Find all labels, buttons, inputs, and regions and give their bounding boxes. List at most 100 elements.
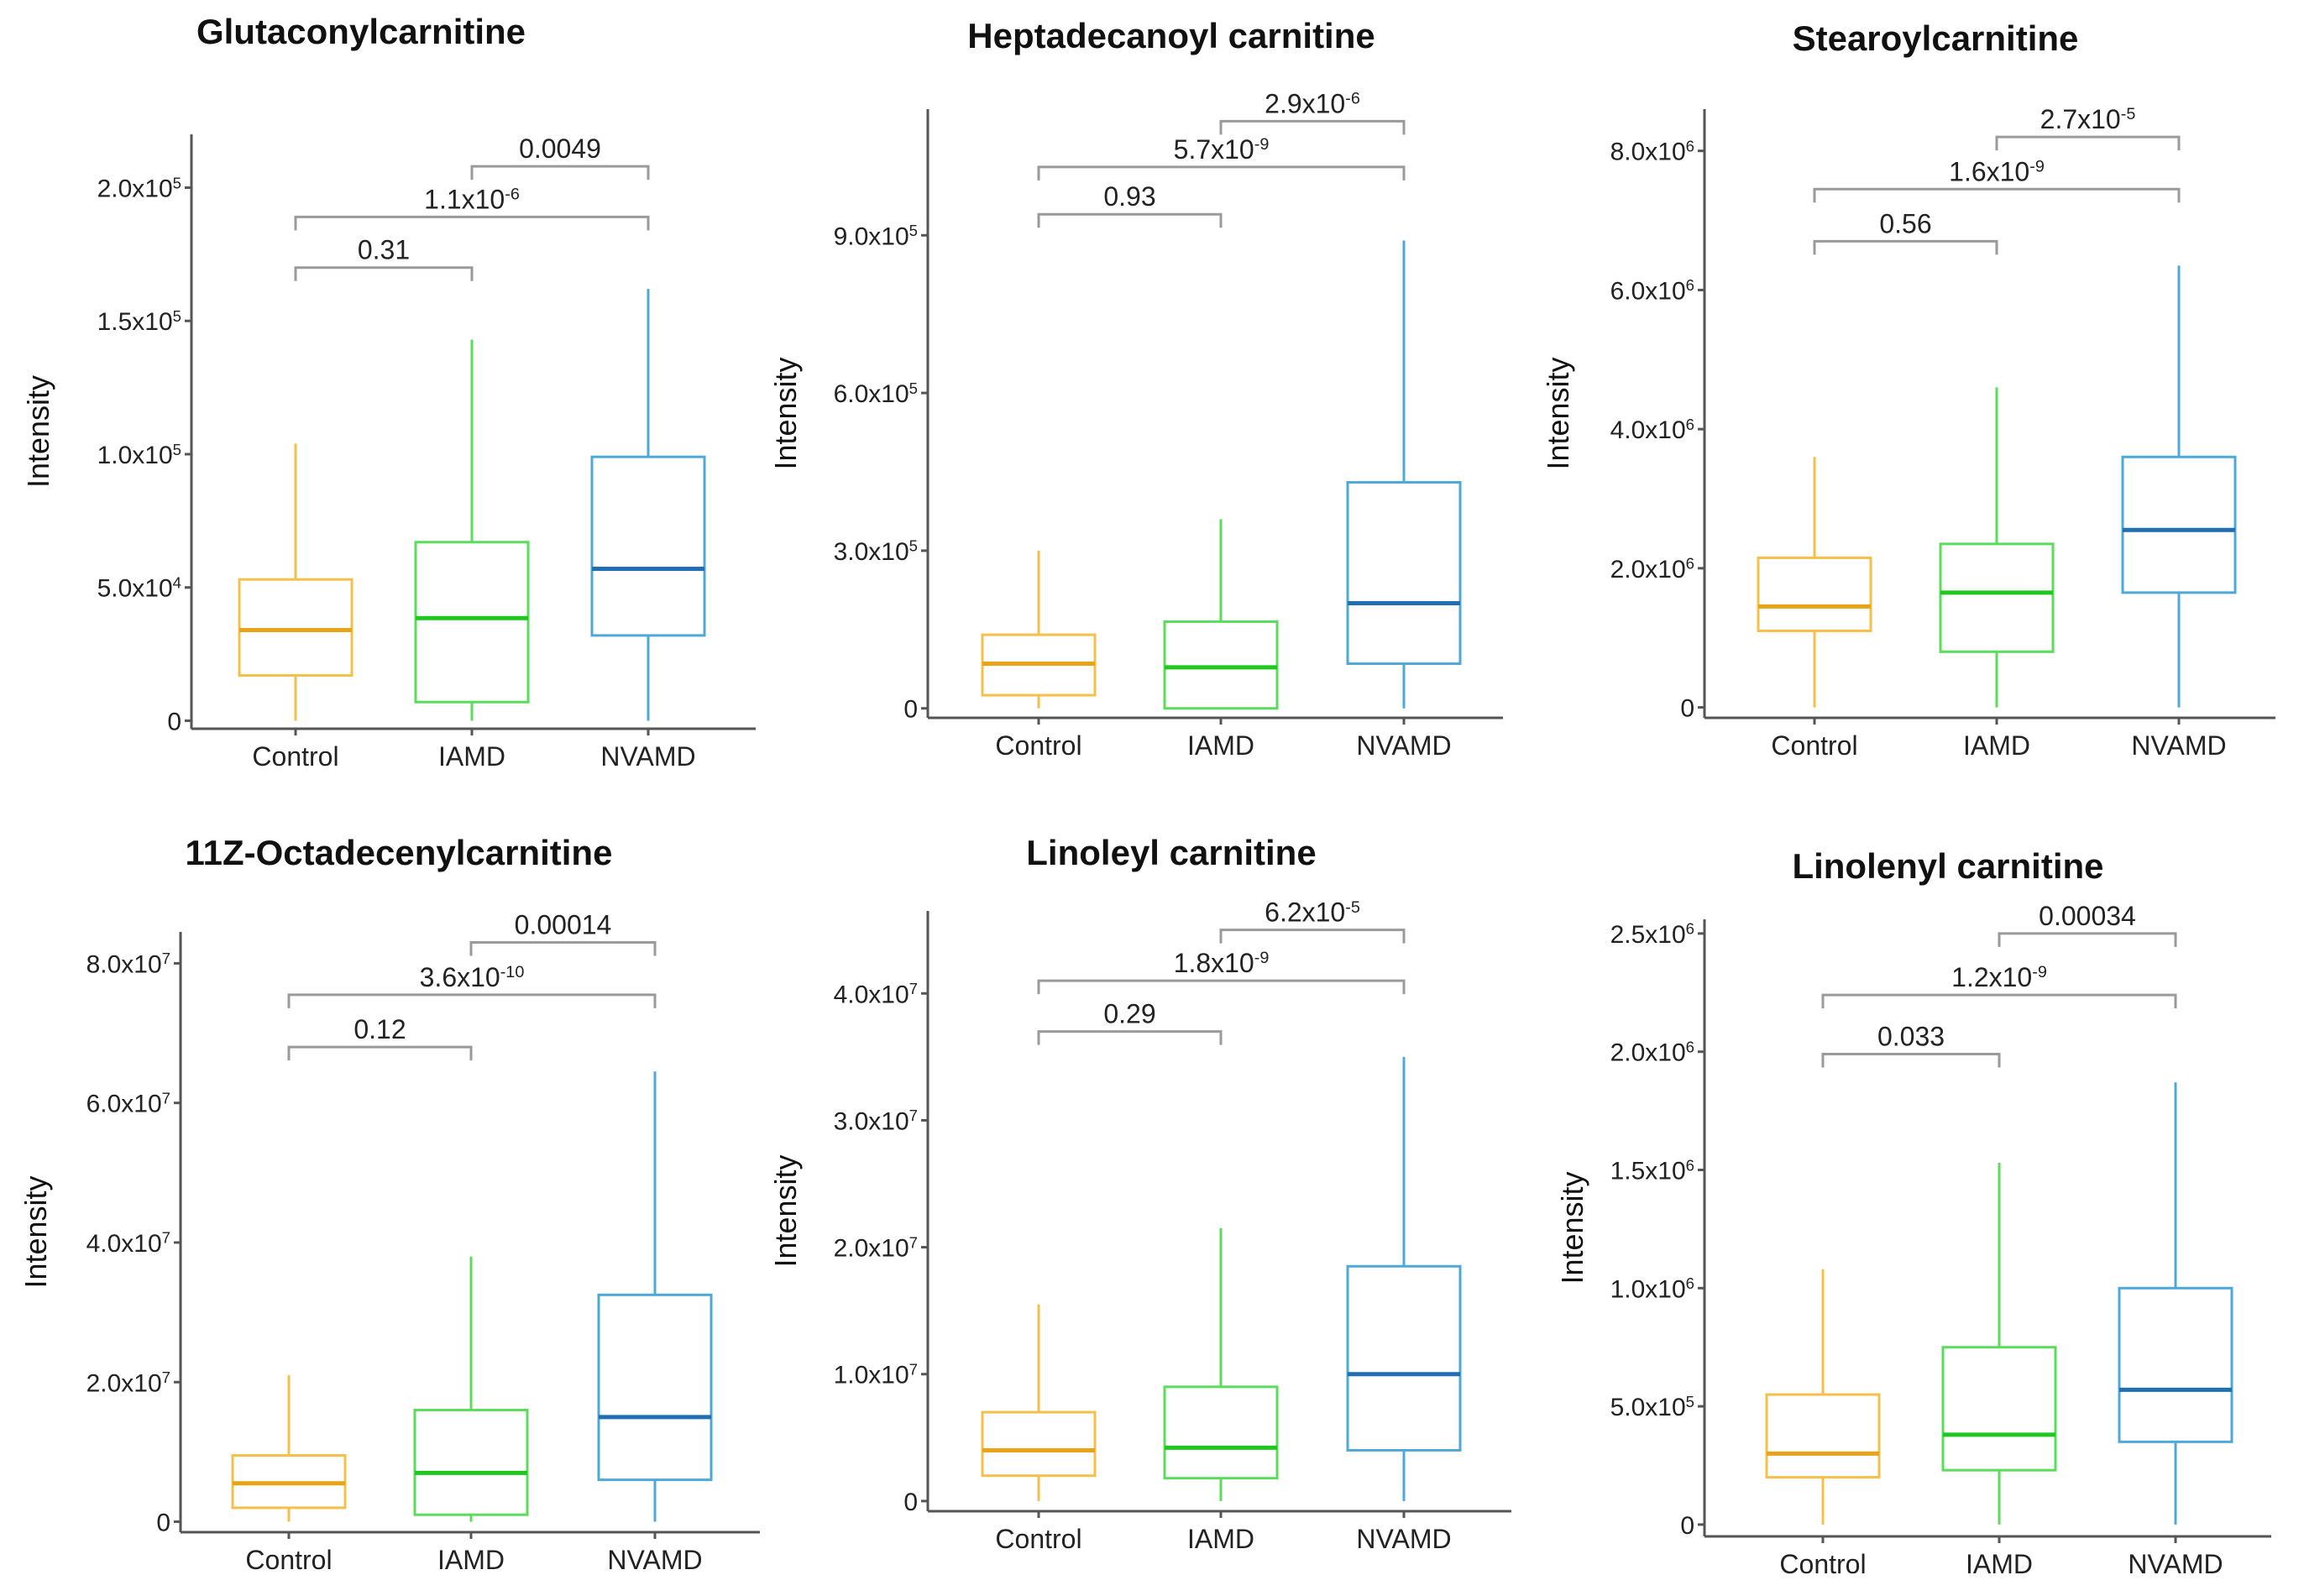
y-tick-label: 1.5x105 — [97, 307, 181, 336]
iqr-box — [2118, 1286, 2233, 1443]
p-value-label: 0.56 — [1879, 208, 1931, 238]
box-iamd — [1163, 519, 1279, 710]
y-tick-label: 0 — [903, 696, 918, 724]
significance-bracket — [470, 165, 650, 181]
significance-bracket — [1037, 165, 1406, 181]
significance-bracket — [287, 1045, 473, 1061]
box-control — [1757, 457, 1872, 708]
significance-bracket — [1037, 1030, 1223, 1045]
comparison-control-nvamd: 3.6x10-10 — [287, 962, 657, 1008]
x-tick-label-control: Control — [995, 730, 1081, 761]
box-control — [981, 1304, 1097, 1501]
p-value-label: 0.29 — [1103, 999, 1155, 1029]
significance-bracket — [294, 266, 474, 281]
significance-bracket — [1821, 1053, 2001, 1068]
significance-bracket — [1813, 239, 1998, 255]
iqr-box — [1941, 1346, 2057, 1472]
y-tick-label: 2.0x106 — [1610, 1038, 1694, 1066]
y-tick-label: 1.5x106 — [1610, 1156, 1694, 1185]
y-tick-label: 1.0x106 — [1610, 1274, 1694, 1303]
y-tick-label: 8.0x107 — [86, 950, 170, 978]
panel-title: Linolenyl carnitine — [1792, 846, 2103, 886]
comparison-control-nvamd: 5.7x10-9 — [1037, 134, 1406, 181]
p-value-label: 0.00034 — [2039, 901, 2136, 931]
comparison-control-iamd: 0.31 — [294, 235, 474, 281]
comparison-control-iamd: 0.12 — [287, 1014, 473, 1061]
p-value-label: 3.6x10-10 — [420, 962, 525, 992]
significance-bracket — [1813, 187, 2181, 203]
y-tick-label: 2.0x107 — [834, 1233, 918, 1262]
p-value-label: 1.8x10-9 — [1174, 948, 1270, 978]
iqr-box — [1163, 1385, 1279, 1480]
box-nvamd — [2118, 1082, 2233, 1525]
x-tick-label-control: Control — [245, 1545, 332, 1575]
p-value-label: 2.7x10-5 — [2040, 104, 2136, 134]
iqr-box — [1163, 620, 1279, 710]
y-tick-label: 2.5x106 — [1610, 920, 1694, 949]
y-axis-label: Intensity — [1555, 1171, 1589, 1284]
y-tick-label: 1.0x107 — [834, 1361, 918, 1389]
significance-bracket — [287, 993, 657, 1008]
y-tick-label: 5.0x104 — [97, 574, 181, 603]
iqr-box — [413, 1409, 529, 1516]
y-tick-label: 0 — [903, 1489, 918, 1516]
iqr-box — [981, 1410, 1097, 1478]
y-tick-label: 3.0x105 — [834, 537, 918, 566]
significance-bracket — [1219, 119, 1406, 135]
box-control — [231, 1374, 347, 1522]
x-tick-label-control: Control — [1771, 730, 1857, 761]
p-value-label: 2.9x10-6 — [1265, 88, 1360, 118]
x-tick-label-iamd: IAMD — [1966, 1549, 2033, 1579]
comparison-control-iamd: 0.56 — [1813, 208, 1998, 255]
y-tick-label: 2.0x107 — [86, 1368, 170, 1397]
significance-bracket — [1037, 979, 1406, 995]
panel-1: Glutaconylcarnitine Intensity 0 5.0x104 1.0x… — [21, 12, 756, 772]
y-tick-label: 6.0x105 — [834, 379, 918, 408]
p-value-label: 1.6x10-9 — [1949, 156, 2045, 186]
panel-2: Heptadecanoyl carnitine Intensity 0 3.0x105… — [768, 16, 1503, 761]
box-control — [238, 443, 353, 721]
y-tick-label: 0 — [156, 1510, 170, 1537]
box-nvamd — [1346, 1056, 1462, 1501]
comparison-control-nvamd: 1.2x10-9 — [1821, 962, 2177, 1009]
comparison-iamd-nvamd: 2.7x10-5 — [1995, 104, 2181, 151]
panel-title: Stearoylcarnitine — [1793, 18, 2079, 58]
comparison-iamd-nvamd: 0.00034 — [1998, 901, 2177, 947]
x-tick-label-iamd: IAMD — [1187, 1524, 1254, 1554]
panel-title: Heptadecanoyl carnitine — [967, 16, 1375, 55]
x-tick-label-nvamd: NVAMD — [1356, 1524, 1451, 1554]
iqr-box — [2121, 455, 2237, 594]
y-tick-label: 4.0x107 — [86, 1229, 170, 1258]
comparison-control-iamd: 0.29 — [1037, 999, 1223, 1045]
y-axis-label: Intensity — [768, 357, 803, 469]
y-tick-label: 8.0x106 — [1610, 137, 1694, 165]
panel-title: 11Z-Octadecenylcarnitine — [186, 833, 613, 872]
iqr-box — [590, 455, 706, 637]
p-value-label: 1.1x10-6 — [424, 184, 520, 214]
x-tick-label-nvamd: NVAMD — [2131, 730, 2226, 761]
significance-bracket — [294, 215, 650, 231]
y-tick-label: 0 — [1680, 695, 1694, 723]
y-tick-label: 1.0x105 — [97, 441, 181, 469]
significance-bracket — [1995, 135, 2181, 151]
y-tick-label: 0 — [1680, 1512, 1694, 1540]
x-tick-label-nvamd: NVAMD — [2128, 1549, 2223, 1579]
significance-bracket — [1219, 929, 1406, 944]
y-axis-label: Intensity — [768, 1154, 803, 1267]
significance-bracket — [1037, 212, 1223, 228]
iqr-box — [238, 578, 353, 678]
p-value-label: 1.2x10-9 — [1951, 962, 2047, 992]
y-tick-label: 6.0x106 — [1610, 276, 1694, 305]
box-iamd — [1941, 1163, 2057, 1525]
p-value-label: 0.31 — [358, 235, 410, 265]
comparison-iamd-nvamd: 6.2x10-5 — [1219, 897, 1406, 944]
box-control — [1765, 1269, 1881, 1525]
y-tick-label: 9.0x105 — [834, 222, 918, 250]
box-nvamd — [597, 1071, 713, 1522]
significance-bracket — [1998, 932, 2177, 947]
box-control — [981, 550, 1097, 709]
comparison-iamd-nvamd: 0.00014 — [469, 909, 657, 956]
comparison-control-iamd: 0.93 — [1037, 181, 1223, 228]
y-tick-label: 0 — [167, 708, 181, 735]
comparison-control-nvamd: 1.6x10-9 — [1813, 156, 2181, 203]
